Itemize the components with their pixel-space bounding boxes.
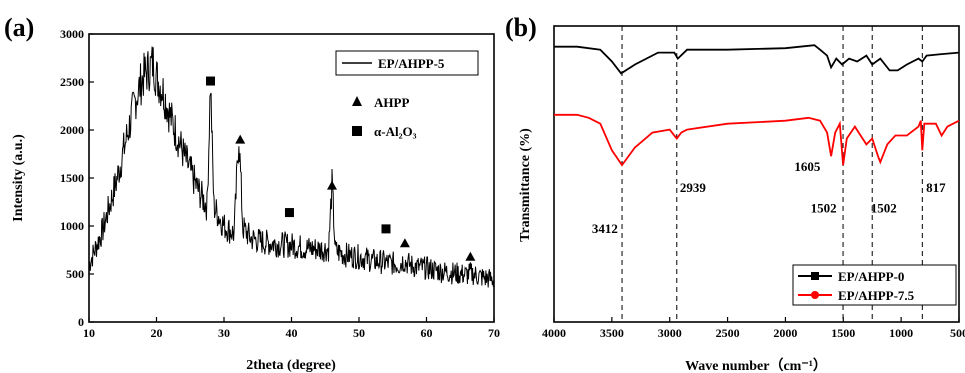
x-tick-label: 500 — [950, 326, 965, 340]
marker-legend-ahpp: AHPP — [374, 95, 409, 110]
square-marker-icon — [352, 126, 362, 136]
square-marker-icon — [284, 208, 294, 218]
panel-a-xrd-chart: (a) 10 20 30 40 50 60 70 0 500 1000 1500 2000 2500 30… — [4, 13, 500, 373]
x-tick-label: 60 — [421, 326, 433, 340]
x-tick-label: 4000 — [542, 326, 566, 340]
x-tick-label: 1000 — [889, 326, 913, 340]
x-tick-label: 1500 — [831, 326, 855, 340]
square-marker-icon — [381, 224, 391, 234]
panel-a-x-axis-label: 2theta (degree) — [246, 358, 336, 373]
panel-b-legend-label-1: EP/AHPP-7.5 — [838, 288, 915, 303]
x-tick-label: 50 — [353, 326, 365, 340]
peak-annotation-label: 1502 — [871, 200, 897, 215]
panel-a-letter: (a) — [4, 13, 34, 42]
peak-annotation-label: 1605 — [794, 159, 821, 174]
panel-b-series-ep-ahpp-7-5 — [554, 113, 960, 167]
x-tick-label: 30 — [218, 326, 230, 340]
panel-a-y-axis-label: Intensity (a.u.) — [11, 134, 26, 222]
y-tick-label: 0 — [78, 315, 84, 329]
y-tick-label: 2500 — [60, 75, 84, 89]
panel-b-series-ep-ahpp-0 — [554, 44, 960, 75]
panel-a-peak-markers — [206, 76, 476, 261]
marker-legend-alumina: α-Al₂O₃ — [374, 124, 417, 139]
triangle-marker-icon — [399, 238, 410, 248]
panel-b-ticks: 4000 3500 3000 2500 2000 1500 1000 500 — [542, 317, 965, 340]
x-tick-label: 70 — [488, 326, 500, 340]
y-tick-label: 1000 — [60, 219, 84, 233]
peak-annotation-label: 2939 — [680, 180, 707, 195]
x-tick-label: 3000 — [658, 326, 682, 340]
triangle-marker-icon — [465, 251, 476, 261]
x-tick-label: 10 — [83, 326, 95, 340]
peak-annotation-label: 817 — [926, 180, 946, 195]
x-tick-label: 40 — [286, 326, 298, 340]
panel-a-ticks: 10 20 30 40 50 60 70 0 500 1000 1500 2000 2500 3000 — [60, 27, 500, 340]
square-marker-icon — [811, 272, 819, 280]
panel-b-letter: (b) — [505, 13, 537, 42]
x-tick-label: 20 — [151, 326, 163, 340]
panel-b-legend-label-0: EP/AHPP-0 — [838, 269, 904, 284]
y-tick-label: 1500 — [60, 171, 84, 185]
panel-a-legend-label: EP/AHPP-5 — [378, 56, 445, 71]
peak-annotation-label: 1502 — [811, 200, 837, 215]
x-tick-label: 3500 — [600, 326, 624, 340]
x-tick-label: 2500 — [716, 326, 740, 340]
circle-marker-icon — [811, 291, 819, 299]
y-tick-label: 3000 — [60, 27, 84, 41]
panel-b-frame — [553, 25, 960, 323]
square-marker-icon — [206, 76, 215, 86]
y-tick-label: 2000 — [60, 123, 84, 137]
triangle-marker-icon — [327, 180, 337, 190]
panel-b-ftir-chart: (b) 4000 3500 3000 2500 2000 1500 1000 500 3412… — [505, 13, 965, 373]
panel-b-y-axis-label: Transmittance (%) — [518, 128, 533, 242]
peak-annotation-label: 3412 — [592, 221, 618, 236]
panel-b-x-axis-label: Wave number（cm⁻¹） — [685, 358, 827, 373]
triangle-marker-icon — [235, 134, 246, 144]
panel-b-legend-box — [792, 264, 957, 306]
panel-b-annotations: 3412 2939 1605 1502 1502 817 — [592, 159, 946, 236]
x-tick-label: 2000 — [773, 326, 797, 340]
y-tick-label: 500 — [66, 267, 84, 281]
triangle-marker-icon — [352, 96, 362, 106]
panel-a-series-line — [88, 46, 495, 288]
